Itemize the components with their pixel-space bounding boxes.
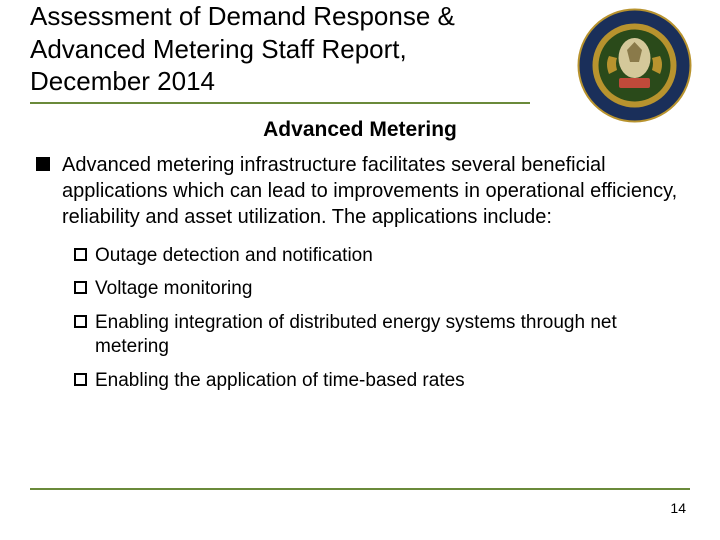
sub-bullet: Voltage monitoring	[74, 277, 690, 301]
slide-title: Assessment of Demand Response & Advanced…	[30, 0, 530, 104]
sub-bullet-text: Enabling the application of time-based r…	[95, 369, 465, 393]
square-bullet-icon	[36, 157, 50, 171]
page-number: 14	[670, 500, 686, 516]
hollow-square-icon	[74, 248, 87, 261]
hollow-square-icon	[74, 373, 87, 386]
content-area: Advanced metering infrastructure facilit…	[30, 152, 690, 393]
footer-divider	[30, 488, 690, 490]
agency-seal-icon	[577, 8, 692, 123]
hollow-square-icon	[74, 281, 87, 294]
hollow-square-icon	[74, 315, 87, 328]
sub-bullet-list: Outage detection and notification Voltag…	[36, 244, 690, 393]
sub-bullet-text: Outage detection and notification	[95, 244, 373, 268]
main-bullet-text: Advanced metering infrastructure facilit…	[62, 152, 690, 230]
sub-bullet-text: Voltage monitoring	[95, 277, 252, 301]
sub-bullet-text: Enabling integration of distributed ener…	[95, 311, 690, 359]
main-bullet: Advanced metering infrastructure facilit…	[36, 152, 690, 230]
sub-bullet: Enabling the application of time-based r…	[74, 369, 690, 393]
sub-bullet: Outage detection and notification	[74, 244, 690, 268]
sub-bullet: Enabling integration of distributed ener…	[74, 311, 690, 359]
